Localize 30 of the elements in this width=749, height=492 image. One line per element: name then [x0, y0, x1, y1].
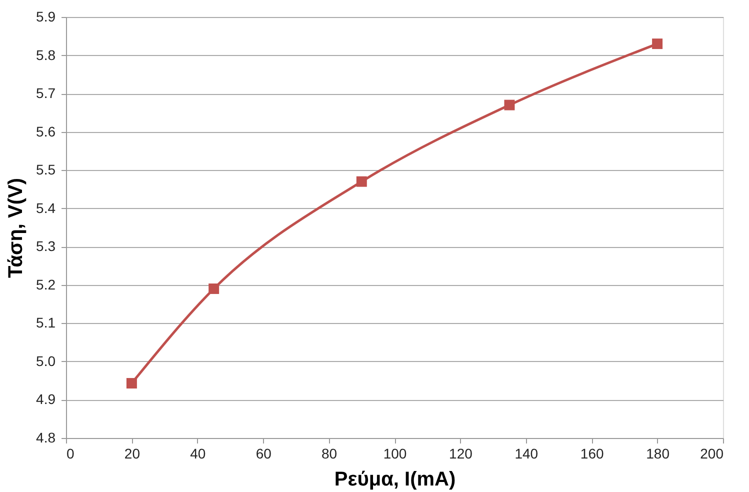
- point: [126, 378, 137, 389]
- point: [208, 283, 220, 294]
- x-tick-label: 200: [700, 446, 724, 462]
- x-tick-label: 160: [580, 446, 604, 462]
- x-tick-label: 40: [190, 446, 206, 462]
- y-axis-title: Τάση, V(V): [5, 178, 28, 278]
- x-tick-label: 60: [256, 446, 272, 462]
- y-tick-label: 5.6: [36, 123, 56, 140]
- y-tick-label: 5.0: [36, 352, 56, 369]
- x-tick-label: 20: [124, 446, 140, 462]
- y-tick-label: 5.9: [36, 8, 56, 24]
- y-tick-label: 5.5: [36, 162, 56, 178]
- y-tick-label: 5.7: [36, 85, 56, 102]
- x-tick-label: 80: [322, 446, 338, 462]
- y-tick-label: 4.8: [36, 430, 56, 446]
- y-tick-label: 5.8: [36, 46, 56, 63]
- point: [652, 38, 663, 50]
- x-tick-label: 100: [383, 446, 407, 462]
- point: [504, 100, 515, 110]
- point: [356, 176, 367, 187]
- y-tick-label: 5.2: [36, 276, 56, 292]
- y-tick-label: 4.9: [36, 391, 56, 408]
- x-axis-title: Ρεύμα, I(mA): [334, 468, 456, 490]
- y-tick-label: 5.1: [36, 314, 56, 331]
- x-tick-label: 180: [646, 446, 670, 462]
- x-tick-label: 0: [66, 446, 74, 462]
- x-tick-label: 120: [449, 446, 473, 462]
- y-tick-label: 5.3: [36, 238, 56, 254]
- x-tick-label: 140: [514, 446, 538, 462]
- y-tick-label: 5.4: [36, 200, 56, 216]
